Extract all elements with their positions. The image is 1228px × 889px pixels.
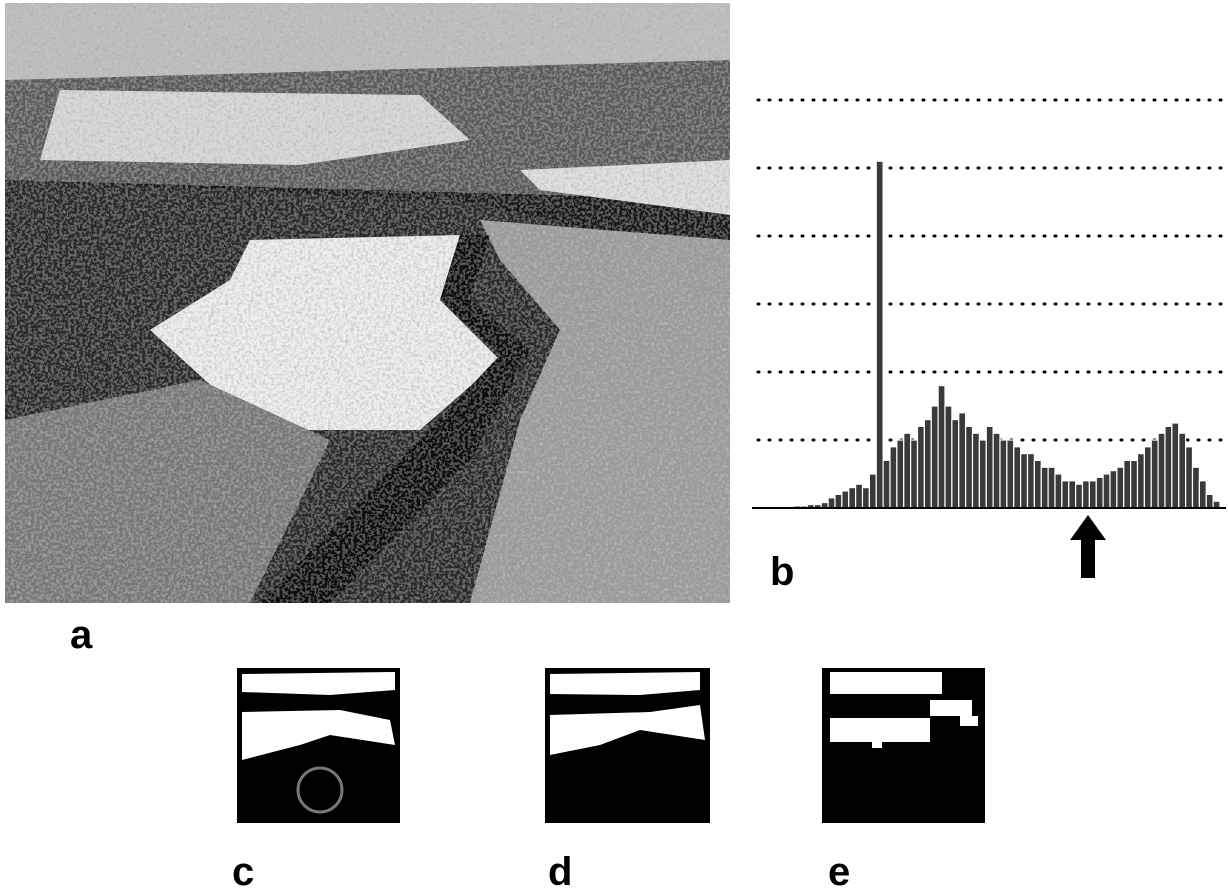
panel-label: a	[70, 613, 93, 657]
bar	[869, 474, 876, 508]
bar	[1193, 467, 1200, 508]
bar	[938, 386, 945, 508]
bar	[1055, 474, 1062, 508]
bar	[918, 426, 925, 508]
bar	[1007, 440, 1014, 508]
panel-label: b	[770, 550, 794, 594]
bar	[1062, 481, 1069, 508]
bar	[897, 440, 904, 508]
bar	[1179, 433, 1186, 508]
bar	[1124, 460, 1131, 508]
bar	[931, 406, 938, 508]
bar	[1131, 460, 1138, 508]
bar	[979, 440, 986, 508]
bar	[993, 433, 1000, 508]
bar	[1083, 481, 1090, 508]
bar	[1158, 433, 1165, 508]
bar	[863, 488, 870, 508]
bar	[842, 491, 849, 508]
bar	[959, 413, 966, 508]
bar	[1069, 481, 1076, 508]
bar	[952, 420, 959, 508]
bar	[856, 484, 863, 508]
bar	[1021, 454, 1028, 508]
bar	[945, 406, 952, 508]
bar	[924, 420, 931, 508]
bar	[835, 494, 842, 508]
bar	[1138, 454, 1145, 508]
bar	[1028, 454, 1035, 508]
bar	[1144, 447, 1151, 508]
bar	[876, 161, 883, 508]
bar	[1206, 494, 1213, 508]
bar	[911, 440, 918, 508]
panel-label: e	[828, 850, 850, 889]
aerial-photo	[5, 3, 730, 603]
bar	[1096, 477, 1103, 508]
bar	[1014, 447, 1021, 508]
bar	[1213, 501, 1220, 508]
bar	[1172, 423, 1179, 508]
bar	[1117, 467, 1124, 508]
bar	[1165, 426, 1172, 508]
bar	[1151, 440, 1158, 508]
bar	[1000, 440, 1007, 508]
bar	[966, 426, 973, 508]
bar	[1089, 481, 1096, 508]
bar	[890, 447, 897, 508]
bar	[1034, 460, 1041, 508]
bar	[828, 498, 835, 508]
bar	[1186, 447, 1193, 508]
panel-label: d	[548, 850, 572, 889]
bar	[904, 433, 911, 508]
panel-d	[545, 668, 710, 823]
figure: a b c d e	[0, 0, 1228, 889]
bar	[883, 460, 890, 508]
bar	[849, 488, 856, 508]
arrow	[1070, 515, 1106, 578]
bar	[1048, 467, 1055, 508]
bar	[1199, 481, 1206, 508]
bar	[1110, 471, 1117, 508]
bar	[1076, 484, 1083, 508]
bar	[1103, 474, 1110, 508]
bar	[973, 433, 980, 508]
bar	[1041, 467, 1048, 508]
panel-label: c	[232, 850, 254, 889]
panel-c	[237, 668, 400, 823]
bar	[986, 426, 993, 508]
panel-e	[822, 668, 985, 823]
